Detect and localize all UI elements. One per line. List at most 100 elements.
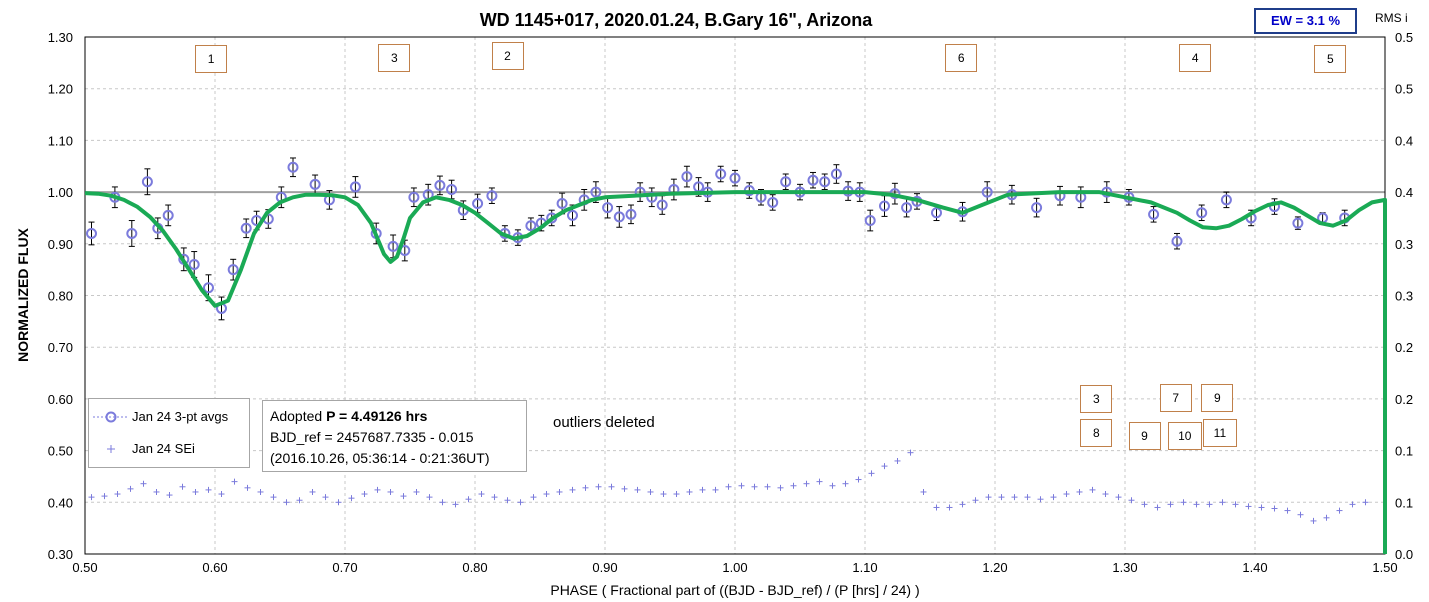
- legend-label-sei: Jan 24 SEi: [132, 441, 195, 456]
- sei-point: [400, 493, 407, 500]
- data-point: [1075, 186, 1087, 209]
- sei-point: [530, 494, 537, 501]
- model-curve: [84, 190, 1387, 554]
- sei-point: [543, 491, 550, 498]
- x-tick-label: 0.70: [332, 560, 357, 575]
- data-point: [807, 171, 819, 189]
- data-point: [1292, 216, 1304, 230]
- data-point: [1171, 232, 1183, 250]
- data-point: [729, 169, 741, 187]
- sei-point: [387, 488, 394, 495]
- ew-badge: EW = 3.1 %: [1254, 8, 1357, 34]
- axes: 0.50 0.60 0.70 0.80 0.90 1.00 1.10 1.20 1.30 1.40…: [48, 30, 1413, 575]
- event-label-box: 7: [1159, 383, 1192, 412]
- data-point: [240, 218, 252, 239]
- grid: [85, 37, 1385, 554]
- sei-point: [101, 493, 108, 500]
- sei-point: [1011, 494, 1018, 501]
- sei-point: [309, 488, 316, 495]
- legend-label-avgs: Jan 24 3-pt avgs: [132, 409, 229, 424]
- x-tick-label: 1.30: [1112, 560, 1137, 575]
- data-point: [1220, 191, 1232, 209]
- sei-point: [842, 480, 849, 487]
- sei-point: [972, 497, 979, 504]
- sei-point: [1193, 501, 1200, 508]
- sei-point: [1206, 501, 1213, 508]
- sei-point: [1037, 496, 1044, 503]
- series-layer: [84, 157, 1387, 554]
- y-tick-label: 0.80: [48, 289, 73, 304]
- sei-point: [270, 494, 277, 501]
- sei-point: [153, 488, 160, 495]
- sei-point: [322, 494, 329, 501]
- data-point: [141, 168, 153, 196]
- sei-point: [660, 491, 667, 498]
- y2-tick-label: 0.1: [1395, 495, 1413, 510]
- sei-point: [712, 486, 719, 493]
- sei-point: [1271, 505, 1278, 512]
- sei-point: [1232, 501, 1239, 508]
- y-tick-label: 1.10: [48, 133, 73, 148]
- legend: Jan 24 3-pt avgs Jan 24 SEi: [88, 398, 250, 468]
- sei-point: [439, 499, 446, 506]
- sei-point: [829, 482, 836, 489]
- event-label-box: 10: [1167, 422, 1202, 451]
- sei-point: [1128, 497, 1135, 504]
- sei-point: [868, 470, 875, 477]
- sei-point: [283, 499, 290, 506]
- sei-point: [1024, 494, 1031, 501]
- y-axis-label: NORMALIZED FLUX: [15, 227, 31, 361]
- y-tick-label: 0.30: [48, 547, 73, 562]
- data-point: [879, 195, 890, 217]
- sei-point: [348, 495, 355, 502]
- date-range-line: (2016.10.26, 05:36:14 - 0:21:36UT): [270, 450, 490, 466]
- event-label-box: 1: [195, 44, 228, 73]
- sei-point: [764, 483, 771, 490]
- sei-point: [608, 483, 615, 490]
- y2-tick-label: 0.3: [1395, 237, 1413, 252]
- sei-point: [686, 488, 693, 495]
- plus-marker-icon: [107, 445, 115, 453]
- sei-point: [855, 476, 862, 483]
- sei-point: [959, 501, 966, 508]
- sei-point: [1336, 507, 1343, 514]
- y-tick-label: 0.70: [48, 340, 73, 355]
- sei-point: [1219, 499, 1226, 506]
- x-tick-label: 1.10: [852, 560, 877, 575]
- sei-point: [1310, 517, 1317, 524]
- y2-tick-label: 0.4: [1395, 133, 1413, 148]
- outliers-note: outliers deleted: [553, 414, 655, 431]
- sei-point: [673, 491, 680, 498]
- sei-point: [218, 491, 225, 498]
- sei-point: [257, 488, 264, 495]
- data-point: [408, 187, 420, 208]
- sei-point: [179, 483, 186, 490]
- x-tick-label: 1.50: [1372, 560, 1397, 575]
- data-point: [668, 178, 680, 201]
- right-axis-label: RMS i: [1375, 11, 1408, 25]
- sei-point: [569, 486, 576, 493]
- period-line: Adopted P = 4.49126 hrs: [270, 408, 428, 424]
- sei-point: [751, 483, 758, 490]
- data-point: [767, 194, 779, 211]
- sei-point: [465, 496, 472, 503]
- sei-point: [699, 486, 706, 493]
- sei-point: [1258, 504, 1265, 511]
- data-point: [656, 195, 668, 215]
- sei-point: [777, 484, 784, 491]
- data-point: [1031, 197, 1043, 218]
- y2-tick-label: 0.5: [1395, 30, 1413, 45]
- event-label-box: 5: [1314, 45, 1347, 74]
- y2-tick-label: 0.2: [1395, 340, 1413, 355]
- event-label-box: 6: [945, 43, 978, 72]
- data-point: [901, 197, 913, 218]
- data-point: [681, 165, 693, 188]
- y-tick-label: 0.90: [48, 237, 73, 252]
- period-info-box: Adopted P = 4.49126 hrs BJD_ref = 245768…: [262, 400, 527, 472]
- sei-point: [140, 480, 147, 487]
- sei-point: [1050, 494, 1057, 501]
- sei-point: [361, 491, 368, 498]
- sei-point: [296, 497, 303, 504]
- sei-point: [582, 484, 589, 491]
- sei-point: [504, 497, 511, 504]
